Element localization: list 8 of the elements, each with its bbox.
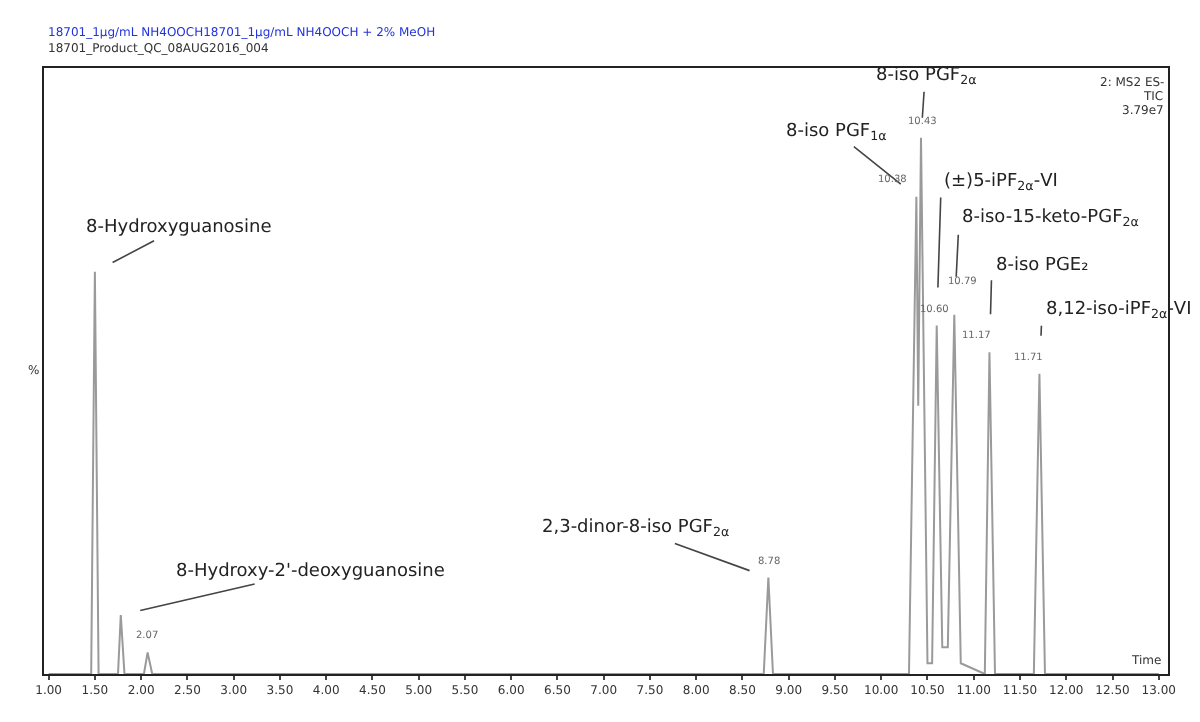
annotation: 2,3-dinor-8-iso PGF$_{2α}$	[542, 518, 730, 540]
annotation: 8,12-iso-iPF$_{2α}$-VI	[1046, 300, 1192, 322]
annotation: 8-iso PGE₂	[996, 256, 1090, 276]
annotation: 8-iso-15-keto-PGF$_{2α}$	[962, 208, 1139, 230]
annotation: 8-iso PGF$_{1α}$	[786, 122, 887, 144]
annotation: (±)5-iPF$_{2α}$-VI	[944, 172, 1058, 194]
annotation: 8-Hydroxy-2'-deoxyguanosine	[176, 562, 446, 582]
annotation: 8-Hydroxyguanosine	[86, 218, 273, 238]
